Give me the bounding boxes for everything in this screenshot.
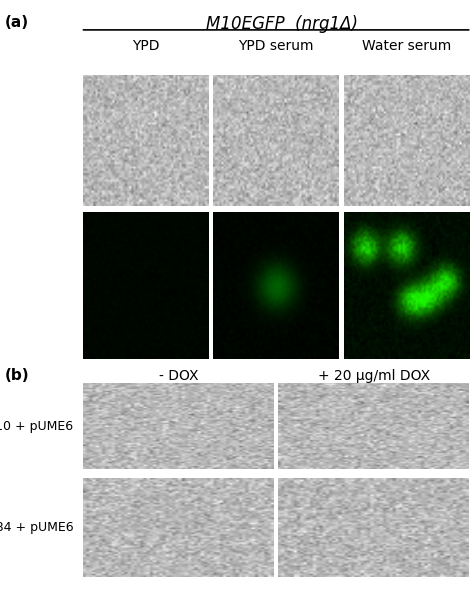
Text: Wü284 + pUME6: Wü284 + pUME6 — [0, 521, 73, 534]
Text: YPD serum: YPD serum — [238, 39, 314, 53]
Text: Water serum: Water serum — [362, 39, 451, 53]
Text: CDM10 + pUME6: CDM10 + pUME6 — [0, 420, 73, 432]
Text: (b): (b) — [5, 368, 29, 383]
Text: YPD: YPD — [132, 39, 160, 53]
Text: M10EGFP  (nrg1Δ): M10EGFP (nrg1Δ) — [206, 15, 358, 33]
Text: - DOX: - DOX — [159, 369, 198, 383]
Text: (a): (a) — [5, 15, 29, 30]
Text: + 20 μg/ml DOX: + 20 μg/ml DOX — [318, 369, 430, 383]
